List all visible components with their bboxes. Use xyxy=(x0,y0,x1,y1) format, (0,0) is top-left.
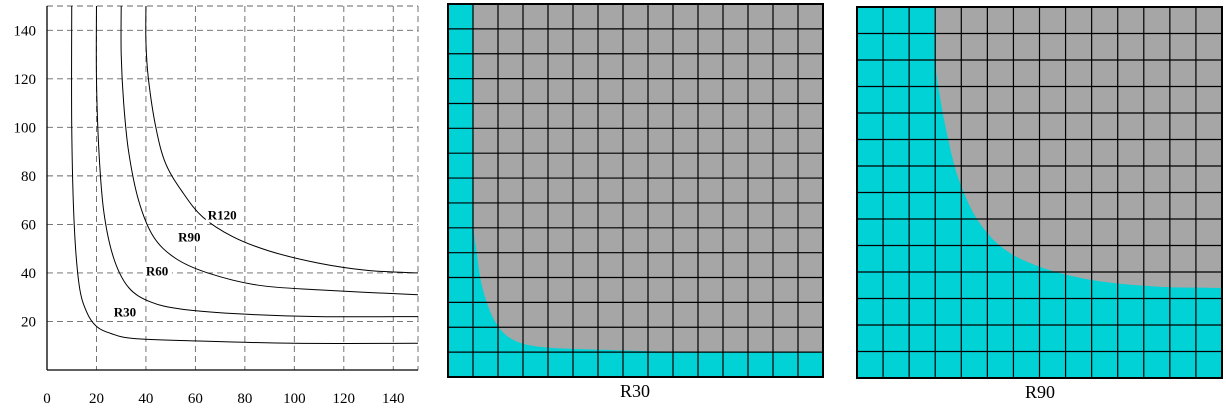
curve-label-r30: R30 xyxy=(114,305,136,320)
x-tick-label: 80 xyxy=(237,391,252,407)
x-tick-label: 20 xyxy=(89,391,104,407)
plot-area xyxy=(47,6,418,370)
x-tick-label: 60 xyxy=(188,391,203,407)
x-tick-label: 100 xyxy=(283,391,306,407)
curve-label-backdrop xyxy=(111,304,140,320)
grid-panel-r30: R30 xyxy=(447,3,824,401)
panel-caption: R30 xyxy=(620,381,650,401)
panel-border xyxy=(447,3,824,378)
curve-label-r90: R90 xyxy=(178,229,200,244)
x-tick-label: 0 xyxy=(43,391,51,407)
x-tick-label: 120 xyxy=(333,391,356,407)
grid-panel-r90: R90 xyxy=(856,6,1223,402)
fire-resistance-curve-chart: 0 20 40 60 80 100 120 140 20 40 60 80 100 120 140 R30 R6… xyxy=(14,5,419,407)
curve-r90 xyxy=(120,5,419,296)
curve-label-backdrop xyxy=(176,229,205,245)
curve-label-r120: R120 xyxy=(208,208,237,223)
y-tick-label: 120 xyxy=(14,72,37,88)
curve-label-backdrop xyxy=(143,263,172,279)
curve-r60 xyxy=(95,5,419,318)
y-tick-label: 20 xyxy=(21,314,36,330)
y-tick-label: 100 xyxy=(14,120,37,136)
panel-caption: R90 xyxy=(1025,382,1055,402)
x-tick-label: 40 xyxy=(138,391,153,407)
y-tick-label: 60 xyxy=(21,217,36,233)
y-tick-label: 40 xyxy=(21,266,36,282)
y-tick-label: 80 xyxy=(21,169,36,185)
curve-label-r60: R60 xyxy=(146,263,168,278)
curve-r120 xyxy=(145,5,419,274)
panel-border xyxy=(856,6,1223,379)
curve-r30 xyxy=(71,5,419,344)
curve-label-backdrop xyxy=(205,207,242,223)
gray-region xyxy=(934,7,1222,288)
x-tick-label: 140 xyxy=(382,391,405,407)
y-tick-label: 140 xyxy=(14,23,37,39)
